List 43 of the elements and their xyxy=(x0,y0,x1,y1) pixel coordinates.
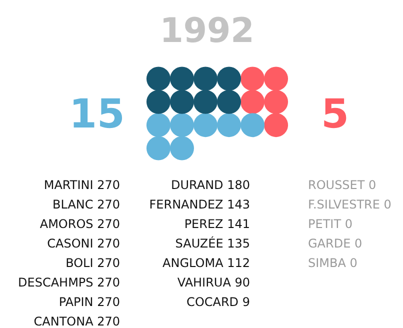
data-label: 270 xyxy=(97,256,120,270)
category-label: GARDE xyxy=(308,236,351,251)
data-label: 270 xyxy=(97,314,120,328)
data-label: 0 xyxy=(350,256,358,270)
data-label: 270 xyxy=(97,198,120,212)
data-label: 270 xyxy=(97,178,120,192)
category-label: AMOROS xyxy=(40,217,94,232)
data-label: 143 xyxy=(227,198,250,212)
category-label: VAHIRUA xyxy=(177,276,232,290)
category-label: BLANC xyxy=(52,198,94,212)
category-label: F.SILVESTRE xyxy=(308,198,380,212)
category-label: DURAND xyxy=(170,178,224,192)
data-label: 0 xyxy=(384,198,392,212)
data-label: 0 xyxy=(368,178,376,192)
category-label: PETIT xyxy=(308,217,342,232)
category-label: PAPIN xyxy=(58,295,94,310)
text: 15 xyxy=(69,91,125,138)
category-label: FERNANDEZ xyxy=(149,198,224,212)
category-label: ROUSSET xyxy=(308,178,366,192)
data-label: 270 xyxy=(97,236,120,251)
category-label: CANTONA xyxy=(34,314,94,328)
category-label: ANGLOMA xyxy=(162,256,224,270)
text: 5 xyxy=(321,91,349,138)
data-label: 141 xyxy=(227,217,250,232)
data-label: 9 xyxy=(242,295,250,310)
data-label: 270 xyxy=(97,276,120,290)
data-label: 90 xyxy=(234,276,250,290)
category-label: CASONI xyxy=(47,236,94,251)
data-label: 0 xyxy=(344,217,352,232)
data-label: 112 xyxy=(227,256,250,270)
category-label: MARTINI xyxy=(44,178,94,192)
category-label: PEREZ xyxy=(184,217,224,232)
data-label: 0 xyxy=(354,236,362,251)
data-label: 270 xyxy=(97,295,120,310)
data-label: 270 xyxy=(97,217,120,232)
category-label: COCARD xyxy=(186,295,239,310)
text: 1992 xyxy=(160,10,254,51)
data-label: 180 xyxy=(227,178,250,192)
category-label: SAUZÉE xyxy=(175,236,224,251)
data-label: 135 xyxy=(227,236,250,251)
category-label: BOLI xyxy=(66,256,94,270)
category-label: SIMBA xyxy=(308,256,347,270)
category-label: DESCAHMPS xyxy=(18,276,94,290)
